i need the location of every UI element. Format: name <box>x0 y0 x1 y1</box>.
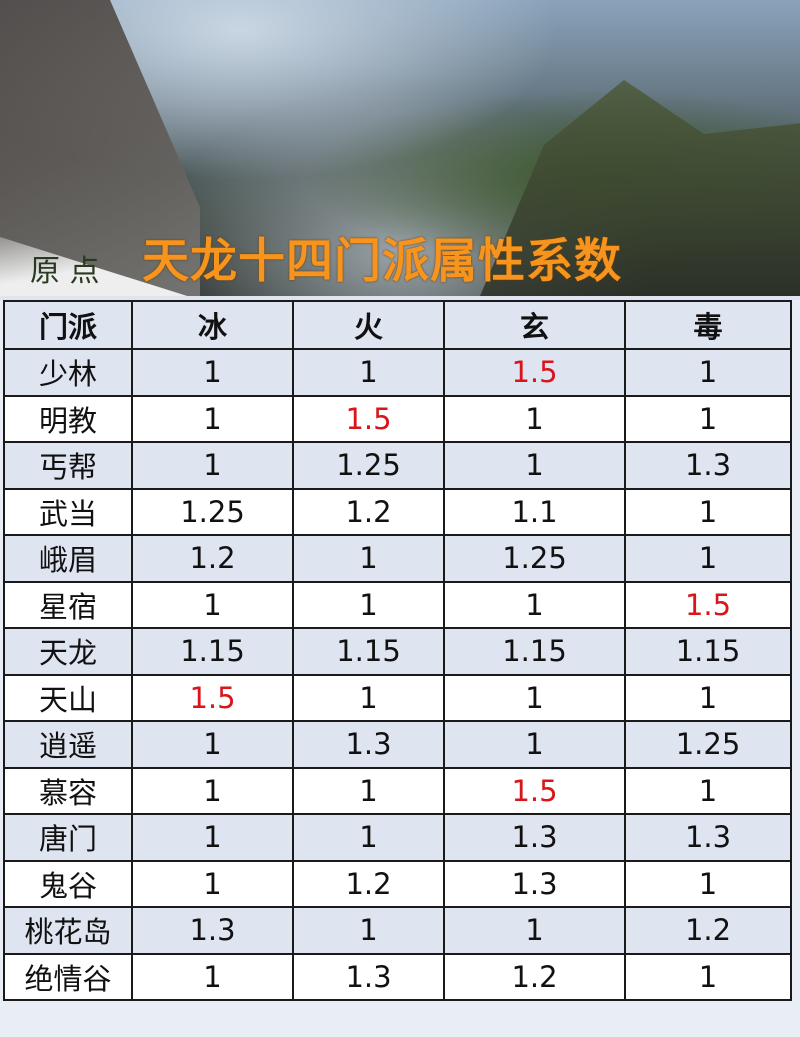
sect-cell: 峨眉 <box>3 534 133 583</box>
value-cell: 1 <box>443 720 626 769</box>
value-cell: 1 <box>292 348 445 397</box>
value-cell: 1.2 <box>443 952 626 1001</box>
header-fire: 火 <box>292 300 445 350</box>
table-row: 天山 1.5 1 1 1 <box>3 673 792 722</box>
value-cell: 1 <box>443 394 626 443</box>
value-cell: 1.15 <box>443 627 626 676</box>
value-cell: 1 <box>131 859 294 908</box>
value-cell: 1 <box>131 580 294 629</box>
value-cell: 1.3 <box>292 952 445 1001</box>
value-cell: 1.15 <box>131 627 294 676</box>
table-row: 逍遥 1 1.3 1 1.25 <box>3 720 792 769</box>
value-cell: 1.3 <box>292 720 445 769</box>
value-cell: 1 <box>624 673 792 722</box>
logo: 原 点 <box>30 254 100 289</box>
value-cell: 1 <box>624 487 792 536</box>
value-cell: 1.5 <box>624 580 792 629</box>
sect-cell: 武当 <box>3 487 133 536</box>
value-cell: 1.3 <box>131 906 294 955</box>
table-row: 唐门 1 1 1.3 1.3 <box>3 813 792 862</box>
value-cell: 1.3 <box>443 813 626 862</box>
banner-image: 原 点 天龙十四门派属性系数 <box>0 0 800 296</box>
table-row: 星宿 1 1 1 1.5 <box>3 580 792 629</box>
value-cell: 1.25 <box>131 487 294 536</box>
table-row: 明教 1 1.5 1 1 <box>3 394 792 443</box>
value-cell: 1 <box>131 720 294 769</box>
value-cell: 1.2 <box>292 859 445 908</box>
table-row: 丐帮 1 1.25 1 1.3 <box>3 441 792 490</box>
value-cell: 1.2 <box>131 534 294 583</box>
value-cell: 1.25 <box>292 441 445 490</box>
table-row: 桃花岛 1.3 1 1 1.2 <box>3 906 792 955</box>
value-cell: 1.2 <box>292 487 445 536</box>
value-cell: 1 <box>131 348 294 397</box>
value-cell: 1 <box>624 859 792 908</box>
value-cell: 1 <box>624 952 792 1001</box>
value-cell: 1 <box>624 534 792 583</box>
sect-cell: 天山 <box>3 673 133 722</box>
value-cell: 1 <box>624 766 792 815</box>
table-row: 鬼谷 1 1.2 1.3 1 <box>3 859 792 908</box>
value-cell: 1.2 <box>624 906 792 955</box>
sect-cell: 天龙 <box>3 627 133 676</box>
divider <box>0 296 800 300</box>
value-cell: 1 <box>131 394 294 443</box>
sect-cell: 星宿 <box>3 580 133 629</box>
table-row: 慕容 1 1 1.5 1 <box>3 766 792 815</box>
value-cell: 1 <box>443 580 626 629</box>
value-cell: 1 <box>131 766 294 815</box>
value-cell: 1.5 <box>443 766 626 815</box>
table-row: 武当 1.25 1.2 1.1 1 <box>3 487 792 536</box>
value-cell: 1 <box>131 441 294 490</box>
header-ice: 冰 <box>131 300 294 350</box>
page-title: 天龙十四门派属性系数 <box>142 234 622 289</box>
value-cell: 1 <box>624 348 792 397</box>
value-cell: 1 <box>443 441 626 490</box>
value-cell: 1.3 <box>624 813 792 862</box>
value-cell: 1.3 <box>443 859 626 908</box>
table-row: 峨眉 1.2 1 1.25 1 <box>3 534 792 583</box>
value-cell: 1 <box>443 673 626 722</box>
value-cell: 1 <box>131 952 294 1001</box>
header-poison: 毒 <box>624 300 792 350</box>
sect-cell: 桃花岛 <box>3 906 133 955</box>
sect-cell: 明教 <box>3 394 133 443</box>
value-cell: 1.5 <box>292 394 445 443</box>
table-row: 天龙 1.15 1.15 1.15 1.15 <box>3 627 792 676</box>
sect-cell: 唐门 <box>3 813 133 862</box>
header-mystic: 玄 <box>443 300 626 350</box>
sect-cell: 少林 <box>3 348 133 397</box>
value-cell: 1 <box>443 906 626 955</box>
value-cell: 1 <box>292 766 445 815</box>
value-cell: 1 <box>292 906 445 955</box>
value-cell: 1 <box>131 813 294 862</box>
value-cell: 1.15 <box>292 627 445 676</box>
coefficient-table: 门派 冰 火 玄 毒 少林 1 1 1.5 1 明教 1 1.5 1 1 丐帮 1 1.25 1 1.3 武当… <box>3 300 792 1001</box>
value-cell: 1.5 <box>131 673 294 722</box>
value-cell: 1.3 <box>624 441 792 490</box>
header-sect: 门派 <box>3 300 133 350</box>
value-cell: 1 <box>624 394 792 443</box>
sect-cell: 绝情谷 <box>3 952 133 1001</box>
table-row: 少林 1 1 1.5 1 <box>3 348 792 397</box>
sect-cell: 逍遥 <box>3 720 133 769</box>
table-header-row: 门派 冰 火 玄 毒 <box>3 300 792 350</box>
sect-cell: 慕容 <box>3 766 133 815</box>
value-cell: 1.15 <box>624 627 792 676</box>
value-cell: 1.5 <box>443 348 626 397</box>
value-cell: 1 <box>292 580 445 629</box>
table-row: 绝情谷 1 1.3 1.2 1 <box>3 952 792 1001</box>
value-cell: 1 <box>292 673 445 722</box>
value-cell: 1.25 <box>624 720 792 769</box>
sect-cell: 丐帮 <box>3 441 133 490</box>
value-cell: 1.1 <box>443 487 626 536</box>
value-cell: 1 <box>292 813 445 862</box>
value-cell: 1 <box>292 534 445 583</box>
sect-cell: 鬼谷 <box>3 859 133 908</box>
value-cell: 1.25 <box>443 534 626 583</box>
